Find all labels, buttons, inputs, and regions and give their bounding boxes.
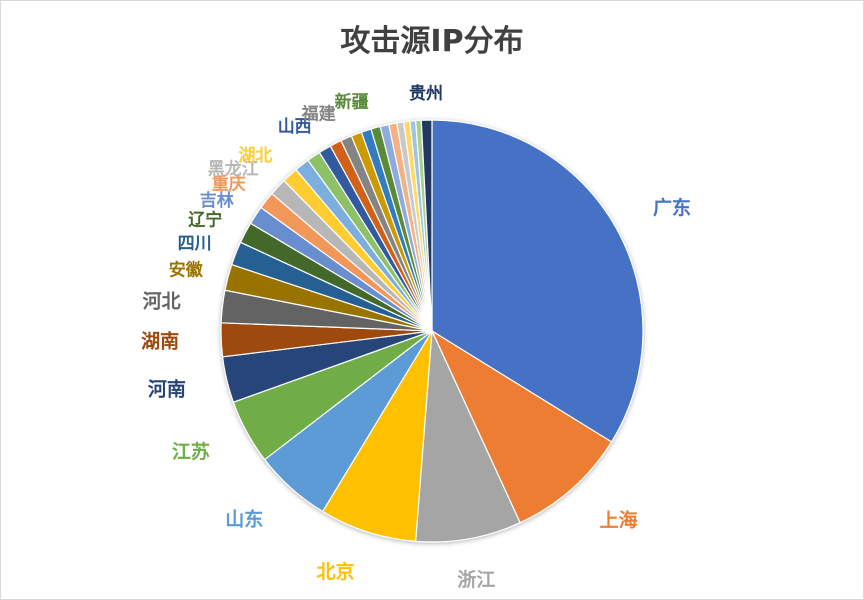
- data-label-5: 江苏: [172, 440, 210, 463]
- data-label-4: 山东: [225, 508, 263, 531]
- data-label-23: 新疆: [335, 92, 369, 113]
- data-label-11: 辽宁: [188, 210, 222, 231]
- data-label-6: 河南: [148, 379, 186, 401]
- data-label-10: 四川: [178, 234, 212, 254]
- data-label-20: 福建: [301, 104, 336, 125]
- chart-title: 攻击源IP分布: [340, 24, 524, 59]
- data-label-18: 山西: [278, 117, 312, 137]
- data-label-2: 浙江: [457, 568, 495, 591]
- data-label-9: 安徽: [169, 260, 204, 281]
- pie-slice-2: [414, 328, 521, 543]
- data-label-14: 黑龙江: [208, 158, 259, 179]
- data-label-0: 广东: [653, 196, 691, 219]
- data-label-30: 贵州: [409, 83, 443, 104]
- data-label-15: 湖北: [238, 146, 272, 166]
- data-label-1: 上海: [600, 509, 638, 532]
- data-label-12: 吉林: [200, 190, 234, 211]
- pie-slice-0: [431, 119, 644, 443]
- data-label-3: 北京: [316, 560, 354, 583]
- data-label-13: 重庆: [212, 173, 246, 194]
- pie-slice-30: [420, 119, 433, 332]
- data-label-7: 湖南: [141, 331, 179, 353]
- pie-slice-3: [321, 330, 433, 543]
- pie-slice-1: [430, 329, 613, 524]
- data-label-8: 河北: [143, 291, 181, 313]
